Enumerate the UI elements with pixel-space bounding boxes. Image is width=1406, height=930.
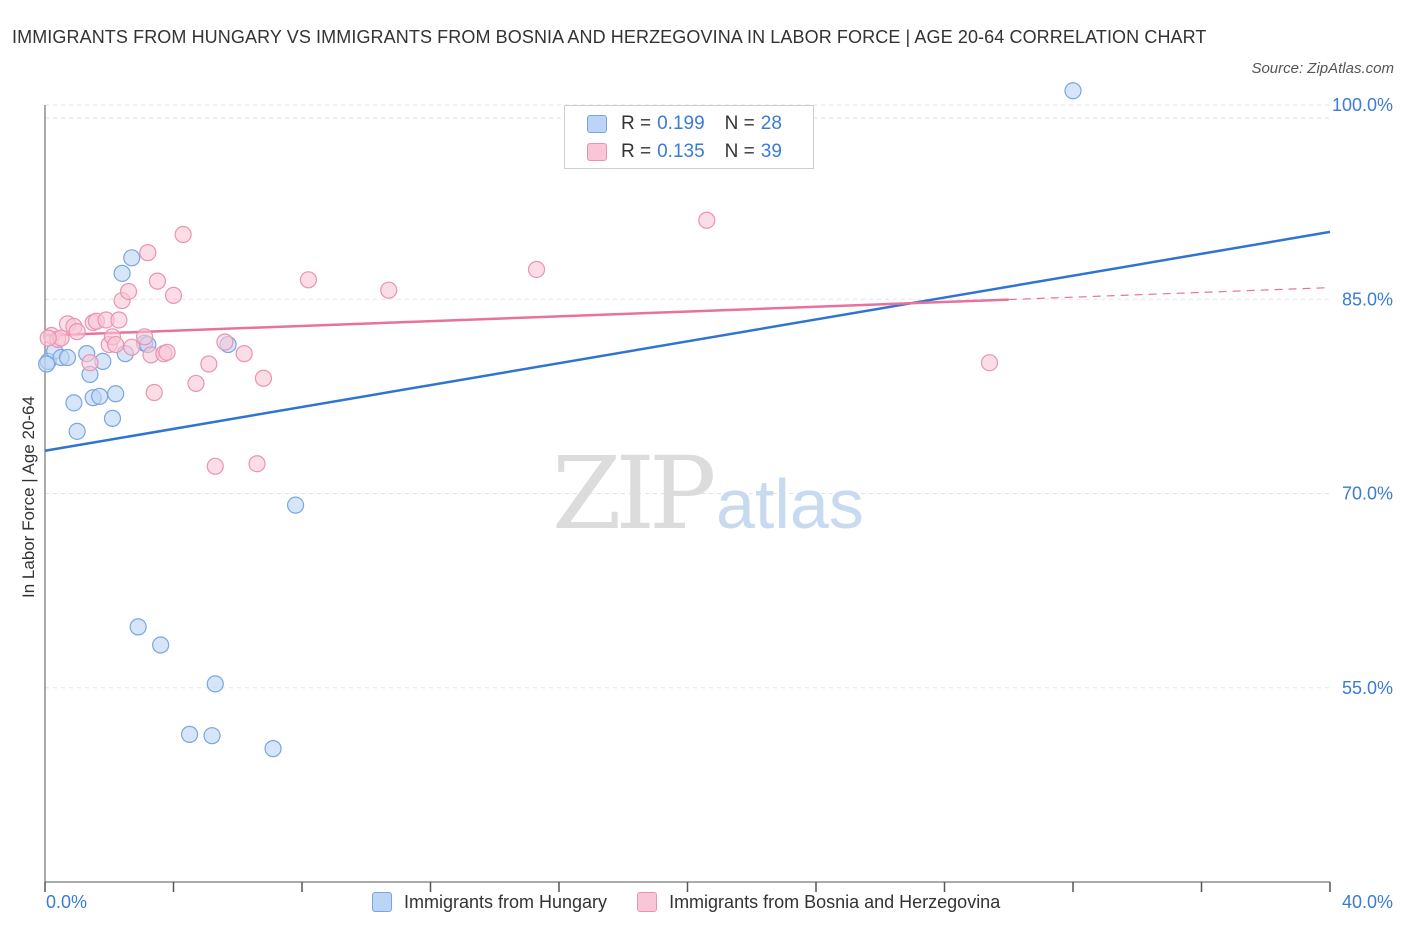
bosnia-point [123, 338, 141, 356]
bosnia-point [254, 369, 273, 387]
hungary-point [107, 385, 125, 403]
bosnia-point [380, 281, 398, 299]
r-label: R = [621, 113, 652, 134]
bosnia-swatch [637, 892, 658, 912]
hungary-point [286, 496, 305, 514]
bosnia-point [135, 328, 154, 346]
watermark-atlas: atlas [716, 465, 864, 543]
hungary-swatch [587, 115, 607, 133]
bosnia-point [68, 323, 86, 341]
n-label: N = [724, 113, 755, 134]
hungary-point [206, 675, 224, 693]
bosnia-point [39, 329, 57, 347]
hungary-point [264, 740, 282, 758]
trend-lines [44, 230, 1331, 452]
bosnia-point [139, 244, 157, 262]
r-value: 0.199 [657, 113, 705, 134]
hungary-point [1064, 82, 1082, 100]
bosnia-point [110, 311, 128, 329]
data-points [38, 82, 1082, 758]
bosnia-point [164, 286, 183, 304]
bosnia-point [206, 457, 224, 475]
y-tick-label: 100.0% [1332, 95, 1393, 115]
n-value: 39 [760, 141, 782, 162]
n-label: N = [724, 141, 755, 162]
n-value: 28 [760, 113, 782, 134]
r-label: R = [621, 141, 652, 162]
bosnia-trend-extension [1008, 286, 1331, 301]
hungary-point [180, 725, 199, 743]
bosnia-point [145, 383, 163, 402]
bosnia-point [698, 211, 716, 229]
bosnia-swatch [587, 143, 607, 161]
watermark-zip: ZIP [552, 435, 713, 552]
hungary-point [152, 636, 170, 654]
hungary-point [203, 727, 221, 745]
bosnia-point [187, 374, 205, 393]
y-tick-label: 70.0% [1342, 484, 1393, 504]
hungary-point [129, 618, 147, 636]
y-tick-label: 55.0% [1342, 678, 1393, 698]
legend-item-bosnia[interactable]: Immigrants from Bosnia and Herzegovina [637, 892, 1000, 913]
bosnia-point [248, 455, 266, 473]
hungary-trend-line [44, 230, 1331, 452]
legend-item-hungary[interactable]: Immigrants from Hungary [372, 892, 607, 913]
chart-title: IMMIGRANTS FROM HUNGARY VS IMMIGRANTS FR… [12, 27, 1207, 47]
x-tick-label: 0.0% [46, 892, 87, 912]
gridlines [45, 104, 1330, 689]
bosnia-point [158, 343, 176, 361]
x-tick-label: 40.0% [1342, 892, 1393, 912]
source-credit: Source: ZipAtlas.com [1251, 60, 1394, 77]
bosnia-point [980, 354, 999, 372]
axes [44, 105, 1331, 892]
hungary-point [123, 249, 141, 267]
hungary-point [68, 422, 86, 440]
legend-label: Immigrants from Bosnia and Herzegovina [669, 891, 1001, 912]
y-tick-label: 85.0% [1342, 289, 1393, 309]
bosnia-point [174, 225, 192, 244]
stats-row-hungary: R = 0.199 N = 28 [587, 111, 782, 137]
stats-row-bosnia: R = 0.135 N = 39 [587, 139, 782, 165]
hungary-point [58, 348, 77, 367]
hungary-point [65, 394, 83, 412]
hungary-point [103, 409, 122, 427]
hungary-point [38, 355, 56, 373]
hungary-point [91, 387, 109, 405]
stats-box: R = 0.199 N = 28 R = 0.135 N = 39 [564, 105, 814, 169]
bosnia-point [200, 355, 218, 373]
watermark: ZIP atlas [552, 435, 864, 552]
bosnia-trend-line [44, 298, 1009, 337]
bosnia-point [299, 271, 318, 289]
hungary-point [113, 264, 131, 282]
bosnia-point [119, 282, 138, 301]
y-axis-label: In Labor Force | Age 20-64 [19, 396, 38, 598]
bosnia-point [216, 333, 234, 351]
bosnia-point [235, 345, 253, 363]
bosnia-point [107, 335, 125, 354]
bosnia-point [527, 260, 546, 279]
tick-labels: 55.0% 70.0% 85.0% 100.0% 0.0% 40.0% [46, 95, 1393, 912]
chart-legend: Immigrants from Hungary Immigrants from … [372, 888, 1030, 916]
legend-label: Immigrants from Hungary [404, 891, 608, 912]
r-value: 0.135 [657, 141, 705, 162]
bosnia-point [81, 354, 99, 372]
hungary-swatch [372, 892, 392, 912]
bosnia-point [148, 272, 167, 290]
